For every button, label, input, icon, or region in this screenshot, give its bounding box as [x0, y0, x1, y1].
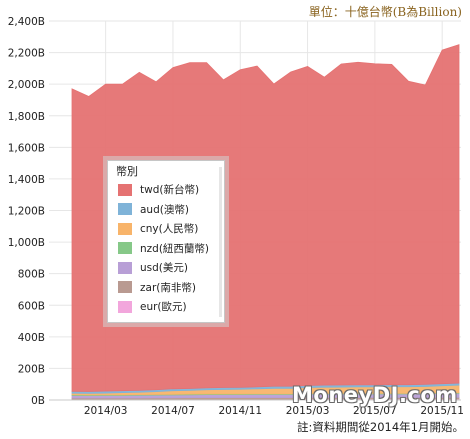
- y-tick-label: 400B: [18, 332, 45, 344]
- legend-swatch: [118, 261, 132, 274]
- legend-item-nzd[interactable]: nzd(紐西蘭幣): [112, 239, 224, 259]
- legend-swatch: [118, 242, 132, 255]
- legend-label: aud(澳幣): [140, 203, 189, 216]
- legend-item-eur[interactable]: eur(歐元): [112, 297, 224, 317]
- x-tick-label: 2014/07: [151, 405, 195, 417]
- legend-label: cny(人民幣): [140, 223, 199, 236]
- unit-label: 單位：十億台幣(B為Billion): [308, 5, 462, 19]
- x-tick-label: 2014/11: [218, 405, 262, 417]
- legend: 幣別 twd(新台幣) aud(澳幣) cny(人民幣) nzd(紐西蘭幣) u…: [107, 160, 225, 323]
- legend-item-aud[interactable]: aud(澳幣): [112, 200, 224, 220]
- legend-swatch: [118, 183, 132, 196]
- y-tick-label: 600B: [18, 300, 45, 312]
- axes: 0B 200B 400B 600B 800B 1,000B 1,200B 1,400B 1,60…: [8, 16, 464, 417]
- legend-label: twd(新台幣): [140, 184, 200, 197]
- y-tick-label: 0B: [31, 395, 45, 407]
- x-tick-label: 2015/11: [420, 405, 464, 417]
- y-tick-label: 1,600B: [8, 142, 45, 154]
- y-tick-label: 2,400B: [8, 16, 45, 28]
- legend-label: zar(南非幣): [140, 281, 196, 294]
- legend-scrollbar[interactable]: [219, 167, 222, 317]
- y-tick-label: 200B: [18, 363, 45, 375]
- legend-item-cny[interactable]: cny(人民幣): [112, 219, 224, 239]
- legend-item-usd[interactable]: usd(美元): [112, 258, 224, 278]
- x-tick-label: 2015/07: [353, 405, 397, 417]
- legend-label: eur(歐元): [140, 301, 187, 314]
- legend-label: nzd(紐西蘭幣): [140, 242, 210, 255]
- legend-swatch: [118, 300, 132, 313]
- legend-label: usd(美元): [140, 262, 188, 275]
- legend-swatch: [118, 222, 132, 235]
- legend-swatch: [118, 203, 132, 216]
- legend-item-twd[interactable]: twd(新台幣): [112, 180, 224, 200]
- x-tick-label: 2014/03: [84, 405, 128, 417]
- footnote: 註:資料期間從2014年1月開始。: [297, 420, 464, 434]
- legend-title: 幣別: [116, 165, 138, 178]
- y-tick-label: 1,200B: [8, 206, 45, 218]
- watermark-logo: MoneyDJ.com: [292, 383, 458, 407]
- x-tick-label: 2015/03: [286, 405, 330, 417]
- y-tick-label: 800B: [18, 269, 45, 281]
- legend-swatch: [118, 281, 132, 294]
- legend-item-zar[interactable]: zar(南非幣): [112, 278, 224, 298]
- y-tick-label: 2,000B: [8, 79, 45, 91]
- y-tick-label: 1,800B: [8, 111, 45, 123]
- y-tick-label: 2,200B: [8, 48, 45, 60]
- y-tick-label: 1,400B: [8, 174, 45, 186]
- y-tick-label: 1,000B: [8, 237, 45, 249]
